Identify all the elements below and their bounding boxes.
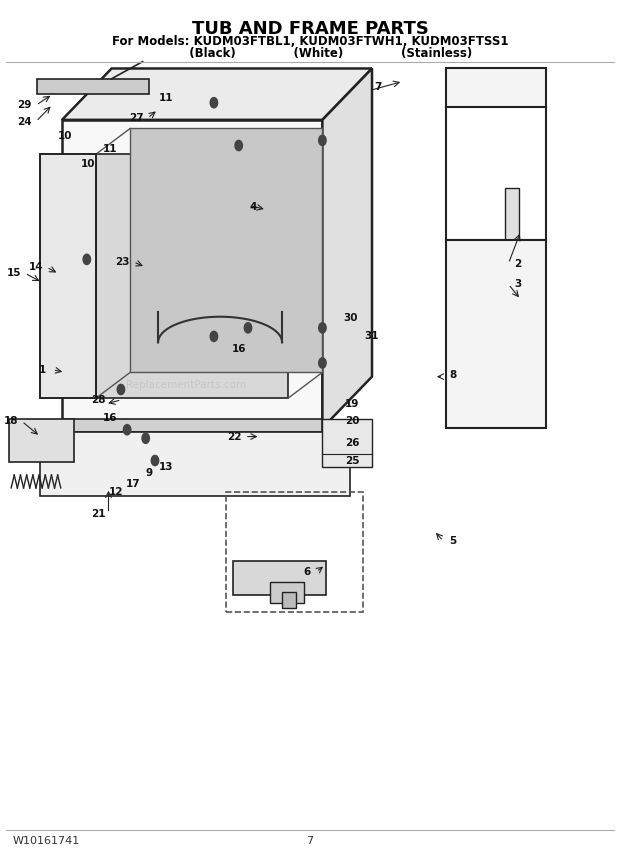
Text: 11: 11	[159, 92, 174, 103]
Text: 16: 16	[103, 413, 118, 423]
Bar	[505, 188, 519, 265]
Text: 2: 2	[514, 259, 521, 269]
Circle shape	[244, 323, 252, 333]
Text: 16: 16	[231, 344, 246, 354]
Text: 18: 18	[4, 416, 19, 426]
Text: 13: 13	[159, 461, 174, 472]
Text: 8: 8	[449, 370, 456, 380]
Text: 19: 19	[345, 399, 360, 409]
Text: 22: 22	[227, 431, 242, 442]
Bar	[226, 492, 363, 612]
Circle shape	[319, 323, 326, 333]
Text: 4: 4	[249, 202, 257, 212]
Text: 3: 3	[514, 279, 521, 289]
Bar	[62, 419, 322, 432]
Text: 12: 12	[109, 487, 124, 497]
Text: 20: 20	[345, 416, 360, 426]
Text: 9: 9	[145, 467, 153, 478]
Polygon shape	[62, 68, 372, 120]
Circle shape	[235, 140, 242, 151]
Polygon shape	[446, 240, 546, 428]
Text: 26: 26	[345, 438, 360, 449]
Bar	[322, 419, 372, 467]
Text: 30: 30	[343, 313, 358, 324]
Text: 17: 17	[126, 479, 141, 489]
Circle shape	[83, 254, 91, 265]
Text: 7: 7	[374, 82, 382, 92]
Bar	[96, 154, 288, 398]
Text: 21: 21	[91, 508, 105, 519]
Text: 25: 25	[345, 455, 360, 466]
Text: 5: 5	[449, 536, 456, 546]
Bar	[40, 154, 96, 398]
Polygon shape	[9, 419, 74, 462]
Text: 29: 29	[17, 100, 32, 110]
Text: For Models: KUDM03FTBL1, KUDM03FTWH1, KUDM03FTSS1: For Models: KUDM03FTBL1, KUDM03FTWH1, KU…	[112, 35, 508, 49]
Text: 27: 27	[129, 113, 144, 123]
Text: 23: 23	[115, 257, 130, 267]
Polygon shape	[446, 68, 546, 107]
Bar	[130, 128, 322, 372]
Circle shape	[151, 455, 159, 466]
Text: 31: 31	[365, 330, 379, 341]
Text: ReplacementParts.com: ReplacementParts.com	[126, 380, 246, 390]
Bar	[40, 432, 350, 496]
Circle shape	[319, 135, 326, 146]
Bar	[37, 79, 149, 94]
Bar	[232, 561, 326, 595]
Text: 1: 1	[38, 365, 46, 375]
Text: 15: 15	[6, 268, 21, 278]
Text: 28: 28	[91, 395, 105, 405]
Text: 24: 24	[17, 116, 32, 127]
Text: 14: 14	[29, 262, 43, 272]
Circle shape	[142, 433, 149, 443]
Circle shape	[210, 331, 218, 342]
Text: 11: 11	[103, 144, 118, 154]
Text: 7: 7	[306, 835, 314, 846]
Bar	[62, 120, 322, 428]
Text: 10: 10	[58, 131, 73, 141]
Text: W10161741: W10161741	[12, 835, 79, 846]
Polygon shape	[322, 68, 372, 428]
Circle shape	[319, 358, 326, 368]
Text: (Black)              (White)              (Stainless): (Black) (White) (Stainless)	[148, 46, 472, 60]
Text: 10: 10	[81, 159, 95, 169]
Circle shape	[123, 425, 131, 435]
Text: 6: 6	[303, 567, 311, 577]
Bar	[282, 592, 296, 608]
Circle shape	[210, 98, 218, 108]
Text: TUB AND FRAME PARTS: TUB AND FRAME PARTS	[192, 20, 428, 39]
Circle shape	[117, 384, 125, 395]
Bar	[270, 582, 304, 603]
